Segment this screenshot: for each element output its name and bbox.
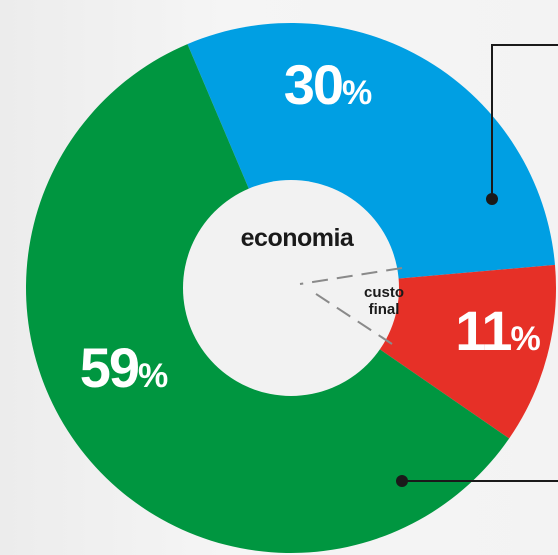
donut-hole (183, 180, 399, 396)
value-label-0: 30% (284, 53, 373, 116)
center-label: economia (241, 224, 355, 252)
annotation-line-2: final (369, 301, 400, 318)
value-label-2: 59% (80, 336, 169, 399)
value-label-1: 11% (455, 299, 540, 362)
value-labels-group: 30% 11% 59% (80, 53, 541, 399)
callout-top (491, 44, 558, 199)
callout-top-dot (486, 193, 498, 205)
callout-bottom-dot (396, 475, 408, 487)
custo-final-pointer (299, 267, 403, 345)
annotation-line-1: custo (364, 284, 404, 301)
